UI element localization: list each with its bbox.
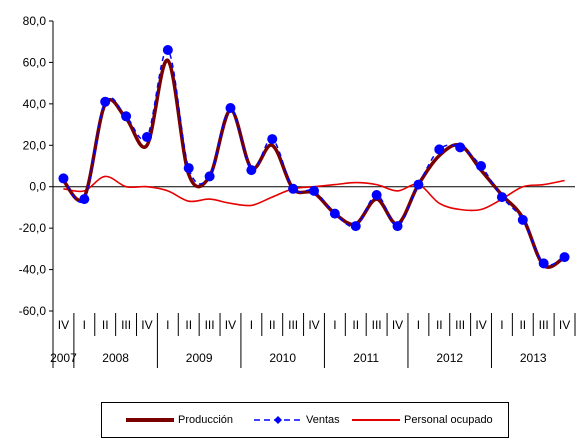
ventas-point [309, 185, 319, 196]
line-chart: 80,060,040,020,00,0-20,0-40,0-60,0 IV I II… [19, 14, 576, 368]
y-axis: 80,0 60,0 40,0 20,0 0,0 -20,0 -40,0 -60,0 [19, 14, 54, 318]
quarter-label: II [436, 318, 443, 332]
year-label: 2012 [436, 351, 463, 365]
legend-item-produccion: Producción [126, 403, 233, 437]
ventas-point [288, 183, 299, 194]
quarter-label: I [417, 318, 420, 332]
x-axis: IV I II III IV I II III IV I II III IV I II III IV I II III… [50, 186, 576, 368]
ventas-point [329, 208, 340, 219]
quarter-label: IV [308, 318, 319, 332]
quarter-label: IV [559, 318, 570, 332]
quarter-label: III [539, 318, 549, 332]
personal-swatch-icon [352, 419, 400, 421]
ventas-point [100, 96, 111, 107]
quarter-label: IV [58, 318, 69, 332]
series-ventas-line [62, 49, 565, 266]
ventas-point [58, 173, 69, 184]
year-label: 2013 [520, 351, 547, 365]
ventas-point [392, 221, 403, 232]
ventas-swatch-icon [254, 415, 302, 425]
ventas-point [267, 134, 278, 145]
ventas-point [517, 214, 528, 225]
legend-label: Personal ocupado [404, 414, 493, 426]
quarter-label: III [205, 318, 215, 332]
year-label: 2010 [269, 351, 296, 365]
y-tick-label: 40,0 [23, 97, 47, 111]
ventas-point [162, 45, 173, 55]
ventas-point [538, 258, 549, 269]
quarter-label: II [519, 318, 526, 332]
quarter-label: IV [475, 318, 486, 332]
ventas-point [476, 161, 487, 171]
y-tick-label: 20,0 [23, 138, 47, 152]
ventas-point [350, 221, 361, 232]
quarter-label: IV [141, 318, 152, 332]
quarter-label: II [102, 318, 109, 332]
legend-label: Ventas [306, 414, 340, 426]
legend-item-personal-ocupado: Personal ocupado [352, 403, 493, 437]
ventas-point [413, 179, 424, 190]
ventas-point [455, 142, 466, 153]
ventas-point [141, 132, 152, 142]
ventas-point [371, 190, 382, 200]
y-tick-label: -20,0 [19, 221, 47, 235]
legend: Producción Ventas Personal ocupado [101, 402, 509, 438]
quarter-label: III [121, 318, 131, 332]
quarter-label: I [333, 318, 336, 332]
ventas-point [434, 144, 445, 155]
ventas-point [121, 111, 132, 122]
year-label: 2008 [102, 351, 129, 365]
y-tick-label: 0,0 [29, 180, 46, 194]
y-tick-label: 80,0 [23, 14, 47, 28]
ventas-point [79, 194, 90, 205]
quarter-label: I [166, 318, 169, 332]
ventas-point [183, 163, 194, 174]
legend-item-ventas: Ventas [254, 403, 340, 437]
year-label: 2011 [353, 351, 379, 365]
quarter-label: I [250, 318, 253, 332]
series-produccion-line [62, 58, 566, 269]
produccion-swatch-icon [126, 418, 174, 422]
quarter-label: II [185, 318, 192, 332]
series-group [58, 45, 570, 269]
quarter-label: III [455, 318, 465, 332]
ventas-point [559, 252, 570, 263]
ventas-point [246, 165, 257, 176]
quarter-label: II [269, 318, 276, 332]
quarter-label: III [288, 318, 298, 332]
ventas-point [225, 103, 236, 113]
quarter-label: II [352, 318, 359, 332]
year-label: 2009 [186, 351, 213, 365]
quarter-label: I [83, 318, 86, 332]
ventas-point [496, 192, 507, 203]
y-tick-label: -60,0 [19, 304, 47, 318]
quarter-label: IV [392, 318, 403, 332]
quarter-label: I [500, 318, 503, 332]
year-label: 2007 [50, 351, 77, 365]
y-tick-label: 60,0 [23, 55, 47, 69]
quarter-label: IV [225, 318, 236, 332]
quarter-label: III [372, 318, 382, 332]
legend-label: Producción [178, 414, 234, 426]
ventas-point [204, 171, 215, 182]
y-tick-label: -40,0 [19, 263, 47, 277]
